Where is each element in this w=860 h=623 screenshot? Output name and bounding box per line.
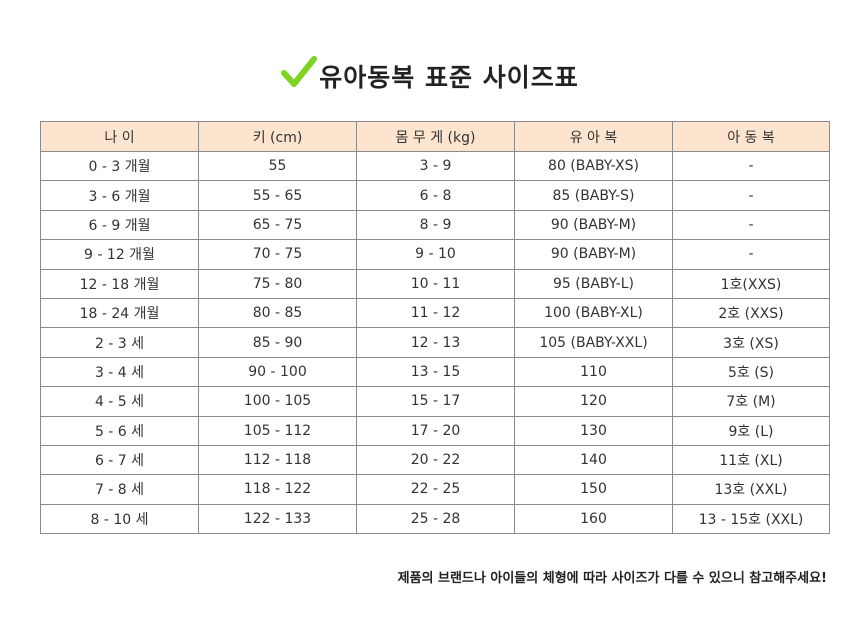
cell-weight: 17 - 20 (356, 415, 515, 446)
cell-age: 12 - 18 개월 (40, 268, 199, 299)
cell-height: 65 - 75 (198, 209, 357, 241)
cell-weight: 9 - 10 (356, 239, 515, 270)
cell-weight: 25 - 28 (356, 503, 515, 535)
cell-baby-size: 120 (514, 386, 673, 417)
cell-baby-size: 130 (514, 415, 673, 446)
cell-height: 100 - 105 (198, 386, 357, 417)
cell-age: 0 - 3 개월 (40, 150, 199, 182)
table-body: 0 - 3 개월 55 3 - 9 80 (BABY-XS) -3 - 6 개월 55 -… (40, 150, 830, 535)
size-table: 나 이 키 (cm) 몸 무 게 (kg) 유 아 복 아 동 복 0 - 3 … (40, 121, 830, 535)
cell-kids-size: 11호 (XL) (672, 444, 830, 476)
cell-weight: 12 - 13 (356, 327, 515, 358)
cell-age: 4 - 5 세 (40, 386, 199, 417)
table-row: 6 - 7 세 112 - 118 20 - 22 140 11호 (XL) (40, 444, 830, 476)
table-header-row: 나 이 키 (cm) 몸 무 게 (kg) 유 아 복 아 동 복 (40, 121, 830, 152)
header-baby-size: 유 아 복 (514, 121, 673, 152)
cell-baby-size: 150 (514, 474, 673, 505)
header-kids-size: 아 동 복 (672, 121, 830, 152)
cell-baby-size: 105 (BABY-XXL) (514, 327, 673, 358)
table-row: 18 - 24 개월 80 - 85 11 - 12 100 (BABY-XL) 2호 … (40, 297, 830, 329)
cell-age: 9 - 12 개월 (40, 239, 199, 270)
cell-kids-size: 3호 (XS) (672, 327, 830, 358)
table-row: 8 - 10 세 122 - 133 25 - 28 160 13 - 15호 (XXL… (40, 503, 830, 535)
cell-weight: 8 - 9 (356, 209, 515, 241)
table-row: 5 - 6 세 105 - 112 17 - 20 130 9호 (L) (40, 415, 830, 446)
cell-age: 3 - 4 세 (40, 356, 199, 388)
cell-age: 6 - 7 세 (40, 444, 199, 476)
cell-height: 75 - 80 (198, 268, 357, 299)
cell-height: 118 - 122 (198, 474, 357, 505)
table-row: 7 - 8 세 118 - 122 22 - 25 150 13호 (XXL) (40, 474, 830, 505)
table-row: 9 - 12 개월 70 - 75 9 - 10 90 (BABY-M) - (40, 239, 830, 270)
cell-weight: 3 - 9 (356, 150, 515, 182)
cell-weight: 6 - 8 (356, 180, 515, 211)
cell-height: 70 - 75 (198, 239, 357, 270)
cell-kids-size: - (672, 209, 830, 241)
cell-age: 18 - 24 개월 (40, 297, 199, 329)
cell-baby-size: 80 (BABY-XS) (514, 150, 673, 182)
cell-baby-size: 85 (BABY-S) (514, 180, 673, 211)
cell-height: 80 - 85 (198, 297, 357, 329)
cell-baby-size: 140 (514, 444, 673, 476)
cell-height: 105 - 112 (198, 415, 357, 446)
cell-age: 3 - 6 개월 (40, 180, 199, 211)
page-title: 유아동복 표준 사이즈표 (319, 63, 579, 92)
cell-kids-size: 9호 (L) (672, 415, 830, 446)
cell-height: 122 - 133 (198, 503, 357, 535)
cell-kids-size: 1호(XXS) (672, 268, 830, 299)
header-weight: 몸 무 게 (kg) (356, 121, 515, 152)
cell-weight: 11 - 12 (356, 297, 515, 329)
check-icon (281, 56, 318, 87)
table-row: 0 - 3 개월 55 3 - 9 80 (BABY-XS) - (40, 150, 830, 182)
cell-height: 112 - 118 (198, 444, 357, 476)
cell-kids-size: 13 - 15호 (XXL) (672, 503, 830, 535)
header-height: 키 (cm) (198, 121, 357, 152)
cell-height: 55 - 65 (198, 180, 357, 211)
table-row: 3 - 4 세 90 - 100 13 - 15 110 5호 (S) (40, 356, 830, 388)
cell-age: 6 - 9 개월 (40, 209, 199, 241)
table-row: 12 - 18 개월 75 - 80 10 - 11 95 (BABY-L) 1호(XX… (40, 268, 830, 299)
cell-baby-size: 160 (514, 503, 673, 535)
cell-age: 7 - 8 세 (40, 474, 199, 505)
cell-weight: 15 - 17 (356, 386, 515, 417)
table-row: 3 - 6 개월 55 - 65 6 - 8 85 (BABY-S) - (40, 180, 830, 211)
cell-kids-size: 5호 (S) (672, 356, 830, 388)
cell-weight: 20 - 22 (356, 444, 515, 476)
cell-age: 8 - 10 세 (40, 503, 199, 535)
cell-kids-size: - (672, 150, 830, 182)
cell-kids-size: - (672, 180, 830, 211)
table-row: 4 - 5 세 100 - 105 15 - 17 120 7호 (M) (40, 386, 830, 417)
table-row: 6 - 9 개월 65 - 75 8 - 9 90 (BABY-M) - (40, 209, 830, 241)
title-area: 유아동복 표준 사이즈표 (0, 56, 860, 94)
cell-height: 55 (198, 150, 357, 182)
cell-baby-size: 100 (BABY-XL) (514, 297, 673, 329)
cell-kids-size: 13호 (XXL) (672, 474, 830, 505)
cell-weight: 22 - 25 (356, 474, 515, 505)
header-age: 나 이 (40, 121, 199, 152)
cell-baby-size: 95 (BABY-L) (514, 268, 673, 299)
cell-height: 85 - 90 (198, 327, 357, 358)
cell-age: 2 - 3 세 (40, 327, 199, 358)
cell-weight: 13 - 15 (356, 356, 515, 388)
cell-baby-size: 110 (514, 356, 673, 388)
cell-kids-size: 7호 (M) (672, 386, 830, 417)
cell-baby-size: 90 (BABY-M) (514, 239, 673, 270)
cell-baby-size: 90 (BABY-M) (514, 209, 673, 241)
cell-height: 90 - 100 (198, 356, 357, 388)
cell-kids-size: 2호 (XXS) (672, 297, 830, 329)
cell-age: 5 - 6 세 (40, 415, 199, 446)
footnote: 제품의 브랜드나 아이들의 체형에 따라 사이즈가 다를 수 있으니 참고해주세… (397, 571, 827, 586)
cell-weight: 10 - 11 (356, 268, 515, 299)
cell-kids-size: - (672, 239, 830, 270)
table-row: 2 - 3 세 85 - 90 12 - 13 105 (BABY-XXL) 3호 (X… (40, 327, 830, 358)
